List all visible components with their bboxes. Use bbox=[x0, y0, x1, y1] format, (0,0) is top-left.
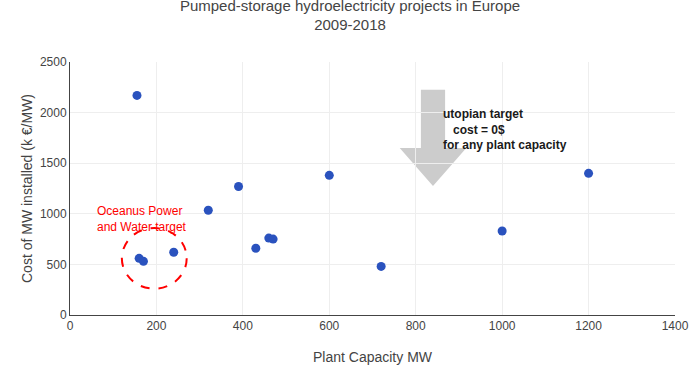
svg-text:Oceanus Powerand Water target: Oceanus Powerand Water target bbox=[97, 204, 187, 234]
svg-text:2000: 2000 bbox=[40, 106, 67, 120]
svg-text:utopian target cost = 0$for: utopian target cost = 0$for any plant ca… bbox=[443, 107, 567, 152]
svg-text:0: 0 bbox=[60, 308, 67, 322]
svg-text:Pumped-storage hydroelectricit: Pumped-storage hydroelectricity projects… bbox=[180, 0, 520, 33]
svg-text:1000: 1000 bbox=[40, 207, 67, 221]
svg-text:400: 400 bbox=[233, 319, 253, 333]
svg-text:Plant Capacity MW: Plant Capacity MW bbox=[313, 349, 433, 365]
svg-text:0: 0 bbox=[67, 319, 74, 333]
svg-text:1200: 1200 bbox=[575, 319, 602, 333]
svg-text:1500: 1500 bbox=[40, 156, 67, 170]
svg-text:Cost of MW installed (k €/MW): Cost of MW installed (k €/MW) bbox=[19, 94, 35, 283]
svg-text:1400: 1400 bbox=[662, 319, 689, 333]
svg-text:500: 500 bbox=[47, 258, 67, 272]
svg-text:200: 200 bbox=[146, 319, 166, 333]
svg-text:2500: 2500 bbox=[40, 55, 67, 69]
svg-text:1000: 1000 bbox=[489, 319, 516, 333]
svg-text:600: 600 bbox=[319, 319, 339, 333]
svg-text:800: 800 bbox=[406, 319, 426, 333]
